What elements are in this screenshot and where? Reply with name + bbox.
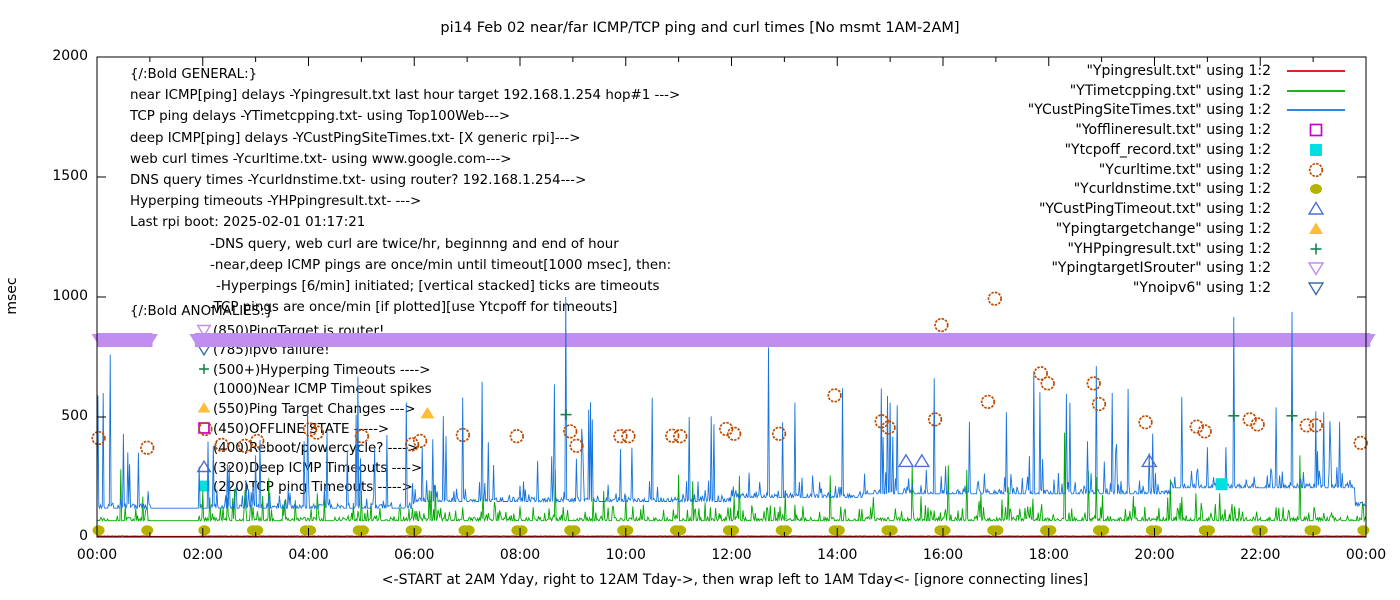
- legend-label: "Ypingresult.txt" using 1:2: [1086, 62, 1271, 79]
- anomaly-line: (550)Ping Target Changes --->: [196, 400, 432, 420]
- y-tick-label: 1500: [52, 168, 88, 184]
- legend-label: "YpingtargetISrouter" using 1:2: [1051, 260, 1271, 277]
- legend-entry: "Ycurltime.txt" using 1:2: [700, 160, 1352, 180]
- anomalies-annotation: {/:Bold ANOMALIES:} (850)PingTarget is r…: [130, 302, 432, 498]
- legend-label: "YTimetcpping.txt" using 1:2: [1069, 82, 1271, 99]
- legend-entry: "YCustPingTimeout.txt" using 1:2: [700, 199, 1352, 219]
- general-line: Last rpi boot: 2025-02-01 01:17:21: [130, 215, 366, 231]
- legend-triangle-down-open-icon: [1277, 260, 1352, 277]
- anomaly-text: (500+)Hyperping Timeouts ---->: [213, 362, 431, 378]
- y-tick-label: 2000: [52, 48, 88, 64]
- legend-square-filled-icon: [1277, 142, 1352, 158]
- anomaly-line: (500+)Hyperping Timeouts ---->: [196, 361, 432, 381]
- general-line: -TCP pings are once/min [if plotted][use…: [210, 300, 618, 316]
- legend-entry: "YTimetcpping.txt" using 1:2: [700, 81, 1352, 101]
- anomaly-text: (1000)Near ICMP Timeout spikes: [213, 382, 432, 398]
- triangle-down-open-icon: [196, 323, 213, 337]
- legend-label: "Ycurldnstime.txt" using 1:2: [1073, 181, 1271, 198]
- x-tick-label: 16:00: [922, 547, 964, 563]
- x-tick-label: 12:00: [711, 547, 752, 563]
- legend-entry: "Ycurldnstime.txt" using 1:2: [700, 180, 1352, 200]
- legend-line-sample: [1277, 102, 1352, 118]
- anomaly-text: (220)TCP ping Timeouts ----->: [213, 480, 413, 496]
- general-line: deep ICMP[ping] delays -YCustPingSiteTim…: [130, 130, 581, 146]
- x-tick-label: 00:00: [1345, 547, 1387, 563]
- anomalies-heading: {/:Bold ANOMALIES:}: [130, 304, 274, 319]
- legend-line-sample: [1277, 83, 1352, 99]
- general-line: Hyperping timeouts -YHPpingresult.txt- -…: [130, 194, 422, 210]
- legend-label: "Ypingtargetchange" using 1:2: [1055, 220, 1271, 237]
- x-tick-label: 02:00: [182, 547, 223, 563]
- legend-line-sample: [1277, 63, 1352, 79]
- legend-entry: "YpingtargetISrouter" using 1:2: [700, 259, 1352, 279]
- x-axis-label: <-START at 2AM Yday, right to 12AM Tday-…: [381, 572, 1089, 588]
- general-line: TCP ping delays -YTimetcpping.txt- using…: [130, 109, 511, 125]
- general-heading: {/:Bold GENERAL:}: [130, 67, 258, 82]
- legend-square-open-icon: [1277, 122, 1352, 138]
- general-line: -DNS query, web curl are twice/hr, begin…: [210, 236, 619, 252]
- legend: "Ypingresult.txt" using 1:2 "YTimetcpping…: [700, 61, 1352, 298]
- legend-triangle-up-open-icon: [1277, 201, 1352, 217]
- x-tick-label: 20:00: [1134, 547, 1175, 563]
- square-filled-icon: [196, 479, 213, 493]
- anomaly-line: (220)TCP ping Timeouts ----->: [196, 478, 432, 498]
- legend-label: "Ynoipv6" using 1:2: [1132, 280, 1271, 297]
- general-line: DNS query times -Ycurldnstime.txt- using…: [130, 172, 587, 188]
- legend-entry: "Ynoipv6" using 1:2: [700, 278, 1352, 298]
- legend-label: "YCustPingTimeout.txt" using 1:2: [1038, 201, 1271, 218]
- x-tick-label: 04:00: [288, 547, 329, 563]
- legend-triangle-up-filled-icon: [1277, 221, 1352, 237]
- legend-circle-filled-icon: [1277, 181, 1352, 197]
- x-tick-label: 06:00: [394, 547, 435, 563]
- general-annotation: {/:Bold GENERAL:} near ICMP[ping] delays…: [130, 64, 680, 318]
- anomaly-line: (320)Deep ICMP Timeouts ---->: [196, 459, 432, 479]
- chart-title: pi14 Feb 02 near/far ICMP/TCP ping and c…: [440, 20, 960, 36]
- legend-entry: "Yofflineresult.txt" using 1:2: [700, 120, 1352, 140]
- legend-entry: "Ypingresult.txt" using 1:2: [700, 61, 1352, 81]
- legend-entry: "YCustPingSiteTimes.txt" using 1:2: [700, 101, 1352, 121]
- y-tick-label: 1000: [52, 288, 88, 304]
- legend-entry: "YHPpingresult.txt" using 1:2: [700, 239, 1352, 259]
- x-tick-label: 22:00: [1240, 547, 1281, 563]
- y-tick-label: 500: [61, 408, 88, 424]
- general-line: web curl times -Ycurltime.txt- using www…: [130, 151, 512, 167]
- legend-label: "YHPpingresult.txt" using 1:2: [1067, 240, 1271, 257]
- legend-triangle-down-open-icon: [1277, 280, 1352, 296]
- general-line: -Hyperpings [6/min] initiated; [vertical…: [216, 278, 660, 294]
- legend-plus-icon: [1277, 241, 1352, 257]
- triangle-up-open-icon: [196, 459, 213, 474]
- general-line: -near,deep ICMP pings are once/min until…: [210, 257, 672, 273]
- x-tick-label: 08:00: [499, 547, 541, 563]
- y-tick-label: 0: [79, 528, 88, 544]
- legend-label: "YCustPingSiteTimes.txt" using 1:2: [1027, 102, 1271, 119]
- anomaly-line: (1000)Near ICMP Timeout spikes: [196, 380, 432, 400]
- legend-entry: "Ytcpoff_record.txt" using 1:2: [700, 140, 1352, 160]
- triangle-up-filled-icon: [196, 401, 213, 415]
- general-line: near ICMP[ping] delays -Ypingresult.txt …: [130, 88, 681, 104]
- legend-label: "Ycurltime.txt" using 1:2: [1098, 161, 1271, 178]
- anomaly-text: (320)Deep ICMP Timeouts ---->: [213, 460, 423, 476]
- x-tick-label: 14:00: [817, 547, 858, 563]
- anomaly-text: (400)Reboot/powercycle? ---->: [213, 441, 419, 457]
- x-tick-label: 18:00: [1028, 547, 1069, 563]
- legend-label: "Yofflineresult.txt" using 1:2: [1075, 122, 1271, 139]
- x-tick-label: 00:00: [76, 547, 118, 563]
- legend-entry: "Ypingtargetchange" using 1:2: [700, 219, 1352, 239]
- plus-icon: [196, 362, 213, 376]
- anomaly-text: (550)Ping Target Changes --->: [213, 401, 416, 417]
- anomaly-line: (400)Reboot/powercycle? ---->: [196, 439, 432, 459]
- anomaly-text: (450)OFFLINE STATE ----->: [213, 421, 390, 437]
- legend-circle-open-icon: [1277, 162, 1352, 178]
- x-tick-label: 10:00: [605, 547, 646, 563]
- legend-label: "Ytcpoff_record.txt" using 1:2: [1064, 141, 1271, 158]
